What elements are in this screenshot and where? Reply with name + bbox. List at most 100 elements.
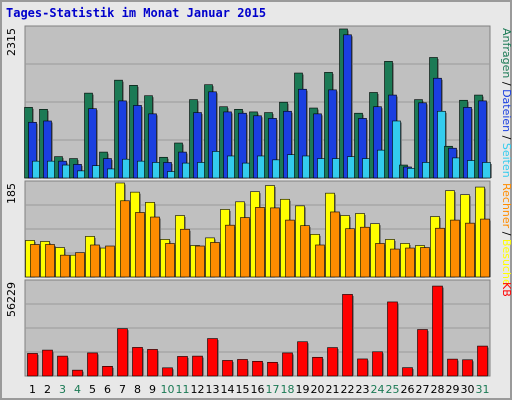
- chart-title: Tages-Statistik im Monat Januar 2015: [6, 6, 267, 20]
- panel-bottom-ymax-label: 56229: [5, 282, 18, 317]
- bar-rechner: [480, 218, 490, 278]
- bar-kb: [42, 349, 53, 377]
- bar-rechner: [375, 243, 385, 278]
- x-tick-label: 15: [236, 383, 250, 396]
- bar-kb: [312, 356, 323, 377]
- bar-kb: [87, 352, 98, 377]
- bar-kb: [402, 367, 413, 377]
- bar-rechner: [165, 243, 175, 278]
- bar-rechner: [135, 212, 145, 278]
- bar-rechner: [150, 216, 160, 278]
- x-tick-label: 7: [119, 383, 126, 396]
- bar-kb: [102, 366, 113, 377]
- legend-entry: /: [500, 132, 512, 143]
- x-tick-label: 22: [341, 383, 355, 396]
- x-tick-label: 17: [266, 383, 280, 396]
- x-tick-label: 13: [206, 383, 220, 396]
- legend-entry: Rechner: [500, 183, 512, 229]
- bar-kb: [57, 355, 68, 377]
- bar-seiten: [392, 120, 401, 179]
- bar-kb: [162, 367, 173, 377]
- bar-kb: [267, 361, 278, 377]
- bar-kb: [447, 358, 458, 377]
- bar-rechner: [120, 200, 130, 278]
- bar-rechner: [285, 219, 295, 278]
- bar-rechner: [240, 217, 250, 278]
- x-tick-label: 1: [29, 383, 36, 396]
- bar-rechner: [180, 228, 190, 278]
- x-tick-label: 9: [149, 383, 156, 396]
- legend-entry: Anfragen: [500, 28, 512, 78]
- x-tick-label: 3: [59, 383, 66, 396]
- bar-rechner: [390, 248, 400, 278]
- x-tick-label: 23: [356, 383, 370, 396]
- x-tick-label: 20: [311, 383, 325, 396]
- bar-kb: [72, 369, 83, 377]
- bar-kb: [282, 352, 293, 377]
- x-tick-label: 12: [191, 383, 205, 396]
- bar-kb: [372, 351, 383, 377]
- bar-kb: [147, 349, 158, 377]
- bar-rechner: [45, 244, 55, 278]
- bar-rechner: [105, 245, 115, 278]
- legend-entry: /: [500, 228, 512, 239]
- bar-kb: [462, 359, 473, 377]
- bar-rechner: [225, 224, 235, 278]
- bar-rechner: [450, 219, 460, 278]
- legend-entry: Besuche: [500, 239, 512, 286]
- bar-seiten: [482, 162, 491, 179]
- bar-rechner: [435, 227, 445, 278]
- x-tick-label: 8: [134, 383, 141, 396]
- panel-middle-legend: Rechner / Besuche: [500, 183, 512, 286]
- bar-kb: [297, 341, 308, 377]
- bar-kb: [432, 285, 443, 377]
- bar-rechner: [405, 247, 415, 278]
- x-tick-label: 21: [326, 383, 340, 396]
- legend-entry: Seiten: [500, 143, 512, 178]
- bar-rechner: [90, 244, 100, 278]
- x-tick-label: 30: [461, 383, 475, 396]
- bar-kb: [327, 347, 338, 377]
- panel-bottom-legend: KB: [500, 282, 512, 297]
- bar-kb: [27, 353, 38, 377]
- panel-top-legend: Anfragen / Dateien / Seiten: [500, 28, 512, 178]
- bar-kb: [252, 360, 263, 377]
- legend-entry: /: [500, 78, 512, 89]
- bar-kb: [222, 360, 233, 377]
- x-tick-label: 11: [176, 383, 190, 396]
- bar-kb: [207, 338, 218, 377]
- bar-rechner: [345, 228, 355, 278]
- panel-top-ymax-label: 2315: [5, 28, 18, 56]
- bar-rechner: [465, 222, 475, 278]
- x-tick-label: 16: [251, 383, 265, 396]
- x-tick-label: 26: [401, 383, 415, 396]
- bar-rechner: [195, 245, 205, 278]
- legend-entry: KB: [500, 282, 512, 297]
- x-tick-label: 6: [104, 383, 111, 396]
- x-tick-label: 4: [74, 383, 81, 396]
- x-tick-label: 24: [371, 383, 385, 396]
- bar-rechner: [210, 242, 220, 278]
- bar-rechner: [315, 244, 325, 278]
- panel-middle-ymax-label: 185: [5, 183, 18, 204]
- bar-rechner: [75, 252, 85, 278]
- x-tick-label: 19: [296, 383, 310, 396]
- bar-rechner: [330, 211, 340, 278]
- bar-kb: [387, 301, 398, 377]
- bar-rechner: [255, 207, 265, 278]
- bar-kb: [117, 328, 128, 377]
- bar-rechner: [270, 207, 280, 278]
- bar-kb: [177, 356, 188, 377]
- bar-kb: [132, 347, 143, 377]
- x-tick-label: 29: [446, 383, 460, 396]
- bar-kb: [477, 345, 488, 377]
- bar-rechner: [360, 226, 370, 278]
- x-tick-label: 25: [386, 383, 400, 396]
- bar-kb: [237, 359, 248, 377]
- x-tick-label: 14: [221, 383, 235, 396]
- bar-rechner: [30, 244, 40, 278]
- x-tick-label: 31: [476, 383, 490, 396]
- bar-rechner: [420, 247, 430, 278]
- x-tick-label: 18: [281, 383, 295, 396]
